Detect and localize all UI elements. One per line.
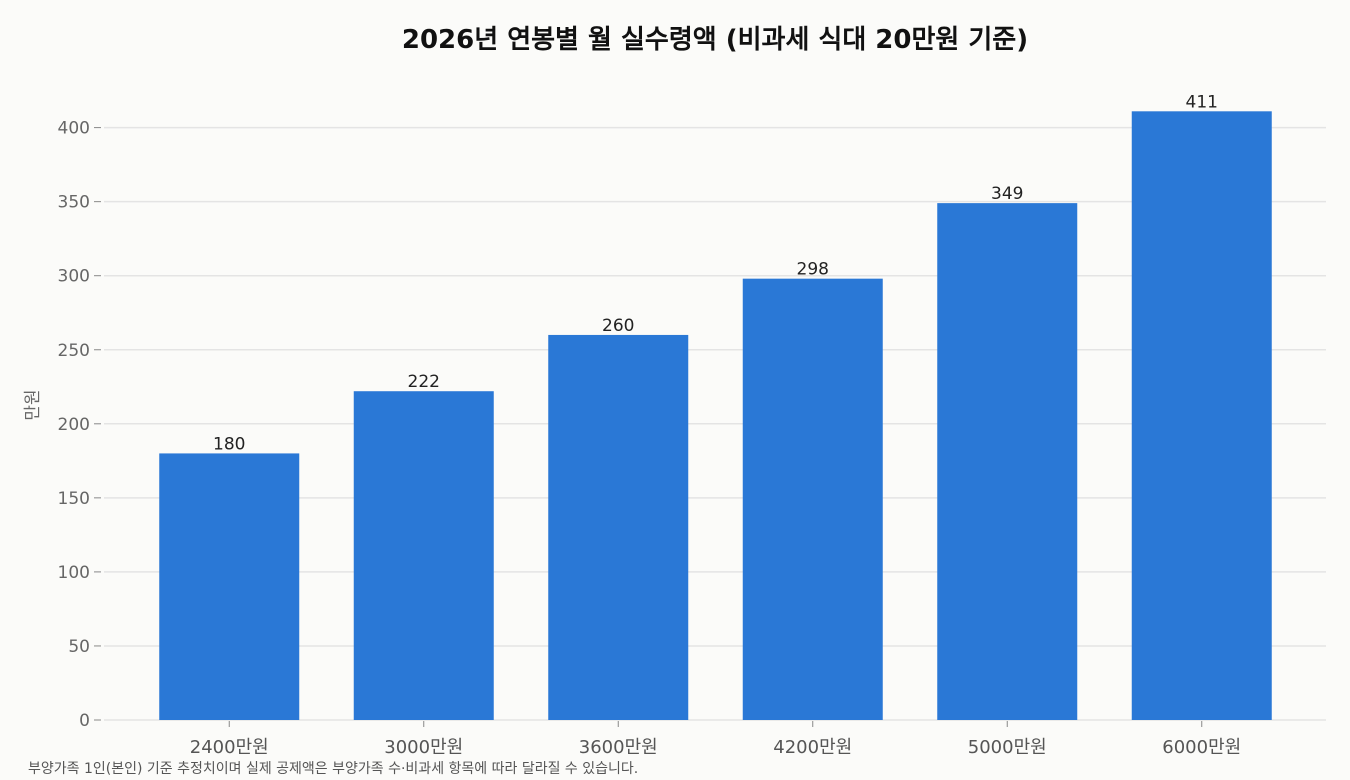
data-label: 260 [602, 316, 634, 336]
data-label: 222 [408, 372, 440, 392]
x-tick-label: 5000만원 [968, 737, 1047, 758]
x-axis: 2400만원 3000만원 3600만원 4200만원 5000만원 6000만원 [190, 721, 1241, 758]
bar [548, 334, 689, 720]
bar [159, 453, 300, 720]
x-tick-label: 2400만원 [190, 737, 269, 758]
chart-title: 2026년 연봉별 월 실수령액 (비과세 식대 20만원 기준) [402, 25, 1028, 55]
y-tick-label: 100 [58, 563, 90, 583]
x-tick-label: 6000만원 [1162, 737, 1241, 758]
data-label: 180 [213, 434, 245, 454]
y-tick-label: 400 [58, 119, 90, 139]
y-tick-label: 350 [58, 193, 90, 213]
y-tick-label: 250 [58, 341, 90, 361]
y-axis-label: 만원 [23, 389, 43, 420]
footnote: 부양가족 1인(본인) 기준 추정치이며 실제 공제액은 부양가족 수·비과세 … [28, 761, 639, 777]
bars: 180 222 260 298 349 411 [159, 92, 1272, 721]
y-tick-label: 300 [58, 267, 90, 287]
y-tick-label: 150 [58, 489, 90, 509]
bar [937, 203, 1078, 721]
bar [1131, 111, 1272, 720]
y-tick-label: 0 [79, 711, 90, 731]
gridlines [104, 126, 1326, 721]
y-tick-label: 50 [68, 637, 90, 657]
bar [353, 391, 494, 720]
x-tick-label: 3600만원 [579, 737, 658, 758]
data-label: 411 [1186, 92, 1218, 112]
data-label: 349 [991, 184, 1023, 204]
x-tick-label: 4200만원 [773, 737, 852, 758]
y-axis: 0 50 100 150 200 250 300 350 400 [58, 119, 101, 731]
x-tick-label: 3000만원 [384, 737, 463, 758]
data-label: 298 [797, 260, 829, 280]
bar [742, 278, 883, 720]
y-tick-label: 200 [58, 415, 90, 435]
